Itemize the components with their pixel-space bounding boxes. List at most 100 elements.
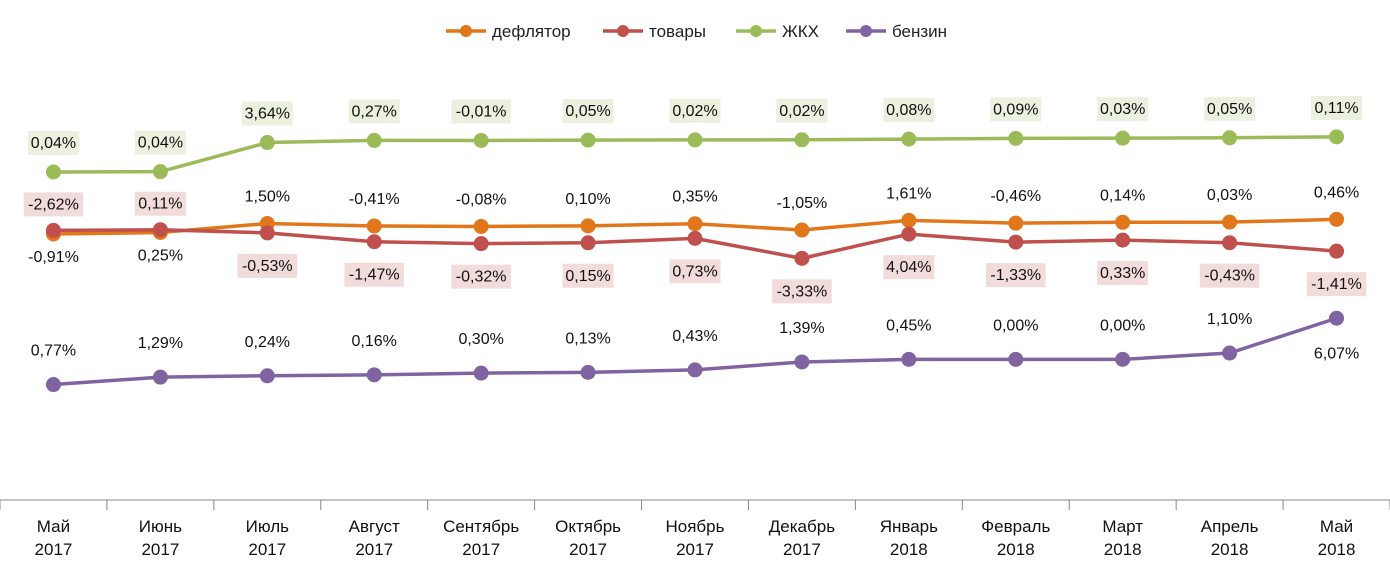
data-point-gasoline (473, 365, 489, 381)
data-label-housing: 0,03% (1097, 97, 1149, 122)
data-label-text: 1,39% (779, 320, 824, 337)
data-label-background (241, 101, 293, 126)
data-label-background (134, 191, 186, 216)
data-label-housing: -0,01% (451, 99, 511, 124)
data-point-gasoline (1329, 310, 1345, 326)
data-label-gasoline: 1,39% (779, 320, 824, 337)
data-label-deflator: 1,61% (886, 185, 931, 202)
data-label-text: 1,50% (245, 189, 290, 206)
data-point-housing (1115, 130, 1131, 146)
data-label-text: -0,01% (456, 103, 507, 120)
data-point-gasoline (152, 369, 168, 385)
legend-label: дефлятор (492, 22, 571, 41)
data-label-background (23, 192, 84, 217)
data-label-text: -0,46% (990, 188, 1041, 205)
x-tick-label: Март 2018 (1102, 517, 1143, 559)
data-label-background (27, 131, 79, 155)
data-label-goods: -1,41% (1306, 272, 1367, 297)
x-tick-label: Май 2018 (1318, 517, 1356, 559)
series-goods (45, 222, 1345, 266)
data-point-goods (580, 235, 596, 251)
data-point-housing (580, 132, 596, 148)
x-tick-label: Сентябрь 2017 (443, 517, 519, 559)
data-point-gasoline (1222, 345, 1238, 361)
legend-item-deflator: дефлятор (446, 22, 571, 41)
data-label-background (1097, 261, 1149, 286)
x-tick-label: Февраль 2018 (981, 517, 1050, 559)
data-label-goods: -3,33% (772, 279, 832, 304)
data-label-text: -0,43% (1204, 268, 1255, 285)
data-label-text: -3,33% (777, 283, 828, 300)
data-label-text: 0,02% (779, 103, 824, 120)
data-label-goods: -2,62% (23, 192, 84, 217)
data-label-text: 0,73% (672, 263, 717, 280)
data-point-housing (687, 132, 703, 148)
data-label-text: 0,27% (352, 103, 397, 120)
data-point-housing (45, 164, 61, 180)
data-label-text: 0,16% (352, 333, 397, 350)
data-point-gasoline (1008, 351, 1024, 367)
data-label-gasoline: 1,29% (138, 335, 183, 352)
chart-legend: дефлятор товары ЖКХ бензин (446, 22, 947, 41)
data-label-text: -0,08% (456, 191, 507, 208)
data-label-deflator: 0,25% (138, 248, 183, 265)
data-label-gasoline: 6,07% (1314, 345, 1359, 362)
data-label-text: 0,43% (672, 328, 717, 345)
data-point-deflator (1329, 211, 1345, 227)
data-label-background (451, 264, 511, 289)
x-tick-label: Июль 2017 (246, 517, 290, 559)
data-label-background (985, 263, 1046, 288)
data-point-goods (473, 236, 489, 252)
data-label-goods: -0,32% (451, 264, 511, 289)
data-point-goods (152, 222, 168, 238)
data-label-housing: 0,11% (1311, 95, 1363, 120)
data-label-text: 0,30% (458, 331, 503, 348)
data-label-text: 0,11% (138, 196, 182, 213)
series-housing (45, 129, 1345, 180)
data-label-background (772, 279, 832, 304)
data-label-text: 1,29% (138, 335, 183, 352)
data-label-deflator: 0,46% (1314, 184, 1359, 201)
data-label-text: 0,24% (245, 334, 290, 351)
data-label-background (669, 259, 721, 284)
data-label-housing: 0,04% (134, 130, 186, 155)
data-point-gasoline (45, 377, 61, 393)
data-label-background (1306, 272, 1367, 297)
data-label-goods: 0,15% (562, 263, 614, 288)
data-label-text: 0,25% (138, 248, 183, 265)
data-label-text: 0,05% (1207, 101, 1252, 118)
x-tick-label: Январь 2018 (880, 517, 938, 559)
x-tick-label: Июнь 2017 (139, 517, 182, 559)
data-label-text: -0,41% (349, 191, 400, 208)
data-label-text: 0,03% (1207, 187, 1252, 204)
data-label-text: 0,09% (993, 101, 1038, 118)
legend-swatch-marker (617, 25, 629, 37)
data-point-deflator (901, 212, 917, 228)
data-label-deflator: -0,41% (349, 191, 400, 208)
legend-swatch-marker (860, 25, 872, 37)
data-point-goods (1008, 234, 1024, 250)
data-label-text: -1,47% (349, 267, 400, 284)
data-point-deflator (366, 218, 382, 234)
data-label-goods: 4,04% (883, 255, 935, 280)
data-label-background (669, 98, 721, 123)
data-point-goods (1222, 235, 1238, 251)
data-label-background (237, 253, 298, 278)
data-point-goods (1329, 243, 1345, 259)
data-label-background (990, 97, 1042, 122)
data-label-background (348, 99, 400, 124)
data-label-text: 0,08% (886, 102, 931, 119)
data-labels: 0,77% 1,29% 0,24% 0,16% 0,30% 0,13% 0,43% 1,39%… (23, 95, 1367, 362)
data-point-housing (794, 132, 810, 148)
data-label-background (883, 255, 935, 280)
data-label-deflator: -0,08% (456, 191, 507, 208)
data-label-text: -0,53% (242, 258, 293, 275)
data-point-gasoline (794, 354, 810, 370)
data-point-housing (366, 132, 382, 148)
data-point-housing (259, 135, 275, 151)
data-label-text: 0,11% (1314, 100, 1358, 117)
legend-label: ЖКХ (782, 22, 819, 41)
data-label-deflator: -0,91% (28, 249, 79, 266)
data-point-deflator (794, 222, 810, 238)
